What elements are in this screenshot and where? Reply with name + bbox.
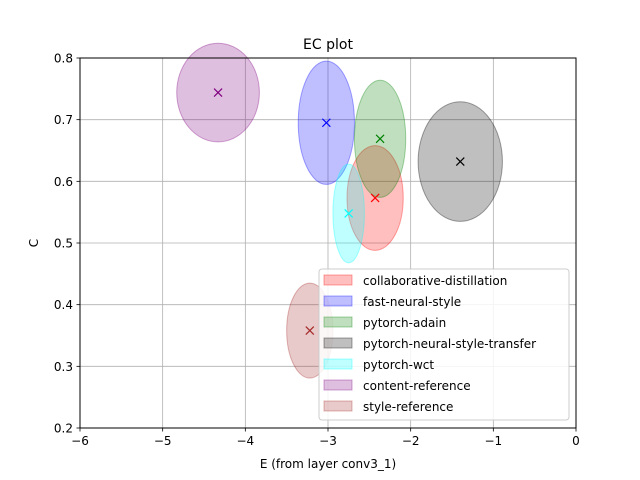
legend: collaborative-distillation fast-neural-st… <box>318 268 570 421</box>
x-tick-label: −1 <box>484 434 502 448</box>
legend-label: pytorch-adain <box>363 316 446 330</box>
mean-markers <box>213 88 465 335</box>
x-tick-label: −3 <box>319 434 337 448</box>
axis-ticks: −6 −5 −4 −3 −2 −1 0 0.2 0.3 0.4 0.5 0.6 0.7 0.8 <box>54 52 580 449</box>
x-axis-label: E (from layer conv3_1) <box>260 457 396 471</box>
y-axis-label: C <box>27 239 41 247</box>
mean-marker <box>455 157 465 167</box>
legend-swatch <box>323 379 353 391</box>
marker-stroke <box>213 88 223 97</box>
y-tick-label: 0.5 <box>54 237 73 251</box>
mean-marker <box>370 193 380 203</box>
legend-swatch <box>323 358 353 370</box>
marker-stroke <box>375 134 385 144</box>
marker-stroke <box>321 118 331 128</box>
x-tick-label: −6 <box>71 434 89 448</box>
legend-label: collaborative-distillation <box>363 274 507 288</box>
marker-stroke <box>305 326 315 335</box>
y-tick-label: 0.7 <box>54 113 73 127</box>
legend-box <box>318 268 570 421</box>
legend-swatch <box>323 316 353 328</box>
y-tick-label: 0.3 <box>54 360 73 374</box>
x-tick-label: 0 <box>572 434 580 448</box>
mean-marker <box>375 134 385 144</box>
chart-title: EC plot <box>303 37 353 53</box>
legend-label: style-reference <box>363 400 453 414</box>
legend-swatch <box>323 274 353 286</box>
mean-marker <box>344 208 354 218</box>
y-tick-label: 0.4 <box>54 298 73 312</box>
legend-label: content-reference <box>363 379 471 393</box>
legend-label: pytorch-neural-style-transfer <box>363 337 536 351</box>
marker-stroke <box>370 193 380 203</box>
legend-swatch <box>323 295 353 307</box>
mean-marker <box>305 326 315 335</box>
mean-marker <box>213 88 223 97</box>
x-tick-label: −5 <box>154 434 172 448</box>
y-tick-label: 0.6 <box>54 175 73 189</box>
x-tick-label: −4 <box>236 434 254 448</box>
y-tick-label: 0.8 <box>54 52 73 66</box>
marker-stroke <box>344 208 354 218</box>
legend-label: fast-neural-style <box>363 295 461 309</box>
legend-swatch <box>323 337 353 349</box>
legend-swatch <box>323 400 353 412</box>
x-tick-label: −2 <box>402 434 420 448</box>
y-tick-label: 0.2 <box>54 422 73 436</box>
marker-stroke <box>455 157 465 167</box>
mean-marker <box>321 118 331 128</box>
legend-label: pytorch-wct <box>363 358 434 372</box>
